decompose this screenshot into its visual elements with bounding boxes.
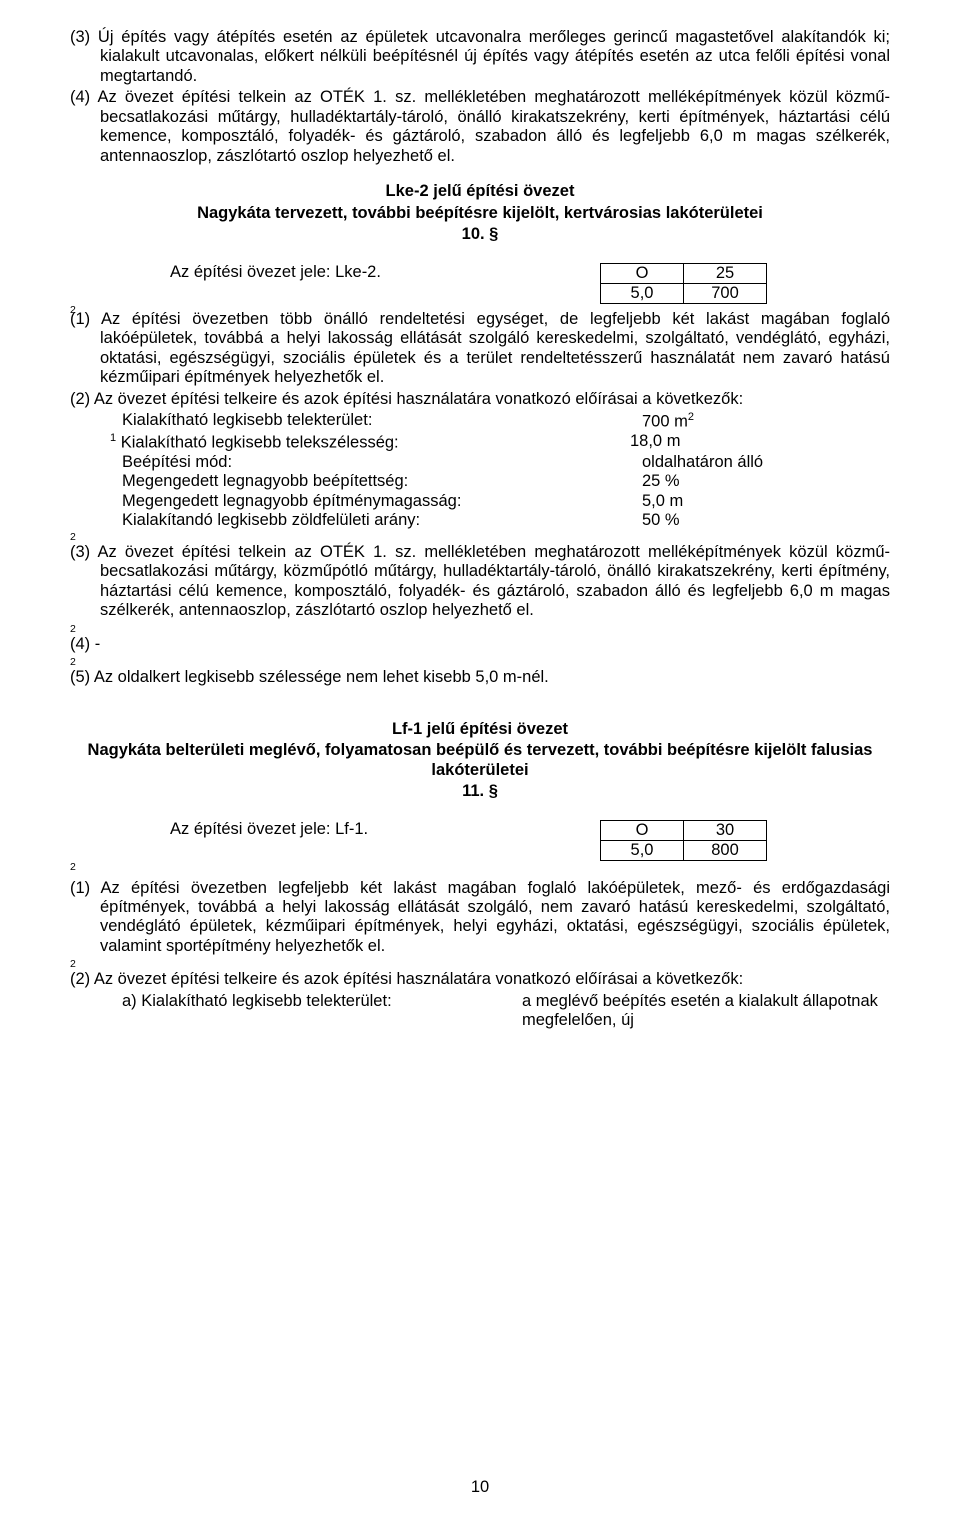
footnote-2: 2 (70, 304, 76, 316)
spec-label: Kialakítható legkisebb telekterület: (70, 411, 642, 432)
spec-label: a) Kialakítható legkisebb telekterület: (70, 992, 522, 1031)
spec-row: a) Kialakítható legkisebb telekterület: … (70, 992, 890, 1031)
spec-row: Beépítési mód: oldalhatáron álló (70, 453, 890, 472)
spec-value: 5,0 m (642, 492, 890, 511)
lke2-zone-table: O 25 5,0 700 (600, 263, 767, 304)
spec-value: oldalhatáron álló (642, 453, 890, 472)
lke2-hdr3: 10. § (70, 225, 890, 244)
cell: 800 (684, 840, 767, 860)
lke2-para-4: (4) - (70, 635, 890, 654)
superscript: 1 (110, 432, 116, 444)
lf1-zone-row: Az építési övezet jele: Lf-1. O 30 5,0 8… (70, 820, 890, 861)
cell: 5,0 (601, 840, 684, 860)
footnote-2: 2 (70, 623, 890, 635)
spec-label: Kialakítandó legkisebb zöldfelületi arán… (70, 511, 642, 530)
table-row: 5,0 700 (601, 283, 767, 303)
spec-value: a meglévő beépítés esetén a kialakult ál… (522, 992, 890, 1031)
cell: 5,0 (601, 283, 684, 303)
lf1-zone-table: O 30 5,0 800 (600, 820, 767, 861)
cell: O (601, 263, 684, 283)
spec-row: 1 Kialakítható legkisebb telekszélesség:… (70, 432, 890, 453)
footnote-2: 2 (70, 958, 890, 970)
table-row: O 25 (601, 263, 767, 283)
lf1-hdr3: 11. § (70, 782, 890, 801)
lke2-hdr1: Lke-2 jelű építési övezet (70, 182, 890, 201)
spec-value: 25 % (642, 472, 890, 491)
table-row: 5,0 800 (601, 840, 767, 860)
lke2-para-5: (5) Az oldalkert legkisebb szélessége ne… (70, 668, 890, 687)
footnote-2: 2 (70, 656, 890, 668)
spec-label: 1 Kialakítható legkisebb telekszélesség: (70, 432, 630, 453)
lke2-zone-row: Az építési övezet jele: Lke-2. O 25 5,0 … (70, 263, 890, 304)
lf1-hdr2: Nagykáta belterületi meglévő, folyamatos… (70, 741, 890, 780)
spec-row: Kialakítható legkisebb telekterület: 700… (70, 411, 890, 432)
para-4: (4) Az övezet építési telkein az OTÉK 1.… (70, 88, 890, 166)
spec-value: 50 % (642, 511, 890, 530)
lke2-zone-label: Az építési övezet jele: Lke-2. (70, 263, 600, 282)
spec-row: Megengedett legnagyobb beépítettség: 25 … (70, 472, 890, 491)
superscript: 2 (688, 411, 694, 423)
lke2-para-1: (1) Az építési övezetben több önálló ren… (70, 310, 890, 388)
spec-label: Beépítési mód: (70, 453, 642, 472)
lf1-para-1: (1) Az építési övezetben legfeljebb két … (70, 879, 890, 957)
para-3: (3) Új építés vagy átépítés esetén az ép… (70, 28, 890, 86)
page: (3) Új építés vagy átépítés esetén az ép… (0, 0, 960, 1521)
spec-row: Kialakítandó legkisebb zöldfelületi arán… (70, 511, 890, 530)
lf1-para-2-lead: (2) Az övezet építési telkeire és azok é… (70, 970, 890, 989)
lke2-hdr2: Nagykáta tervezett, további beépítésre k… (70, 204, 890, 223)
cell: 700 (684, 283, 767, 303)
spec-row: Megengedett legnagyobb építménymagasság:… (70, 492, 890, 511)
footnote-2: 2 (70, 861, 890, 873)
lf1-zone-label: Az építési övezet jele: Lf-1. (70, 820, 600, 839)
footnote-2: 2 (70, 531, 890, 543)
spec-label: Megengedett legnagyobb építménymagasság: (70, 492, 642, 511)
spec-value: 700 m2 (642, 411, 890, 432)
page-number: 10 (0, 1478, 960, 1497)
spec-value: 18,0 m (630, 432, 890, 453)
cell: O (601, 820, 684, 840)
lke2-para-3: (3) Az övezet építési telkein az OTÉK 1.… (70, 543, 890, 621)
lke2-para-2-lead: (2) Az övezet építési telkeire és azok é… (70, 390, 890, 409)
table-row: O 30 (601, 820, 767, 840)
spec-label: Megengedett legnagyobb beépítettség: (70, 472, 642, 491)
lf1-hdr1: Lf-1 jelű építési övezet (70, 720, 890, 739)
cell: 30 (684, 820, 767, 840)
cell: 25 (684, 263, 767, 283)
